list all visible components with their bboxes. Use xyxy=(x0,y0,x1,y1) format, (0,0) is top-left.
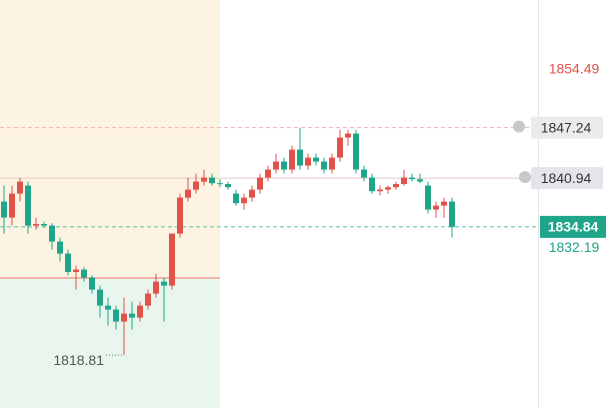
candle-body xyxy=(169,233,175,286)
candle-body xyxy=(433,205,439,210)
candle-body xyxy=(17,181,23,194)
green-zone xyxy=(0,278,220,408)
alert-label: 1840.94 xyxy=(541,170,592,186)
candle-body xyxy=(97,289,103,306)
bell-icon xyxy=(513,120,525,133)
candle-body xyxy=(9,193,15,218)
candle-body xyxy=(185,189,191,198)
candle-body xyxy=(1,201,7,218)
candle-body xyxy=(425,185,431,210)
candle-body xyxy=(25,185,31,226)
alert-label-box xyxy=(531,116,603,139)
candle-body xyxy=(121,313,127,322)
candle-body xyxy=(313,157,319,162)
bell-icon xyxy=(519,171,531,184)
candle-body xyxy=(249,189,255,198)
alert-label: 1847.24 xyxy=(541,119,592,135)
candle-body xyxy=(369,177,375,192)
alert-label-box xyxy=(531,167,603,190)
candle-body xyxy=(33,224,39,226)
candle-body xyxy=(345,133,351,138)
candle-body xyxy=(49,225,55,242)
candle-body xyxy=(289,149,295,170)
candle-body xyxy=(217,183,223,185)
orange-zone xyxy=(0,0,220,278)
candle-body xyxy=(145,293,151,306)
candle-body xyxy=(393,184,399,188)
candle-body xyxy=(265,169,271,178)
candle-body xyxy=(353,133,359,170)
y-tick-label: 1854.49 xyxy=(549,60,600,76)
plot xyxy=(0,127,538,356)
candle-body xyxy=(89,277,95,290)
candle-body xyxy=(329,157,335,170)
candle-body xyxy=(193,181,199,190)
candle-body xyxy=(105,305,111,310)
candle-body xyxy=(241,197,247,204)
candle-body xyxy=(257,177,263,190)
candle-body xyxy=(321,161,327,170)
candle-body xyxy=(57,241,63,254)
candle-body xyxy=(137,305,143,318)
candle-body xyxy=(449,201,455,227)
candle-body xyxy=(297,149,303,166)
candle-body xyxy=(337,137,343,158)
candle-body xyxy=(441,201,447,206)
candle-body xyxy=(201,177,207,182)
candle-body xyxy=(233,193,239,204)
candle-body xyxy=(41,224,47,226)
last-price-label: 1834.84 xyxy=(548,219,599,235)
candle-body xyxy=(209,177,215,184)
candle-body xyxy=(281,161,287,170)
candle-body xyxy=(65,253,71,272)
candle-body xyxy=(361,169,367,178)
low-label: 1818.81 xyxy=(53,352,104,368)
candle-body xyxy=(113,309,119,322)
candle-body xyxy=(385,187,391,190)
candle-body xyxy=(153,281,159,294)
candle-body xyxy=(225,184,231,188)
candle-body xyxy=(409,177,415,180)
candle-body xyxy=(81,269,87,278)
candle-body xyxy=(73,269,79,272)
last-price-box xyxy=(540,215,606,238)
candle-body xyxy=(377,189,383,192)
candle-body xyxy=(161,281,167,286)
candle-body xyxy=(417,179,423,182)
candle-body xyxy=(129,313,135,318)
y-tick-label: 1832.19 xyxy=(549,239,600,255)
candle-body xyxy=(177,197,183,234)
candle-body xyxy=(401,177,407,184)
candle-body xyxy=(305,157,311,166)
candle-body xyxy=(273,161,279,170)
